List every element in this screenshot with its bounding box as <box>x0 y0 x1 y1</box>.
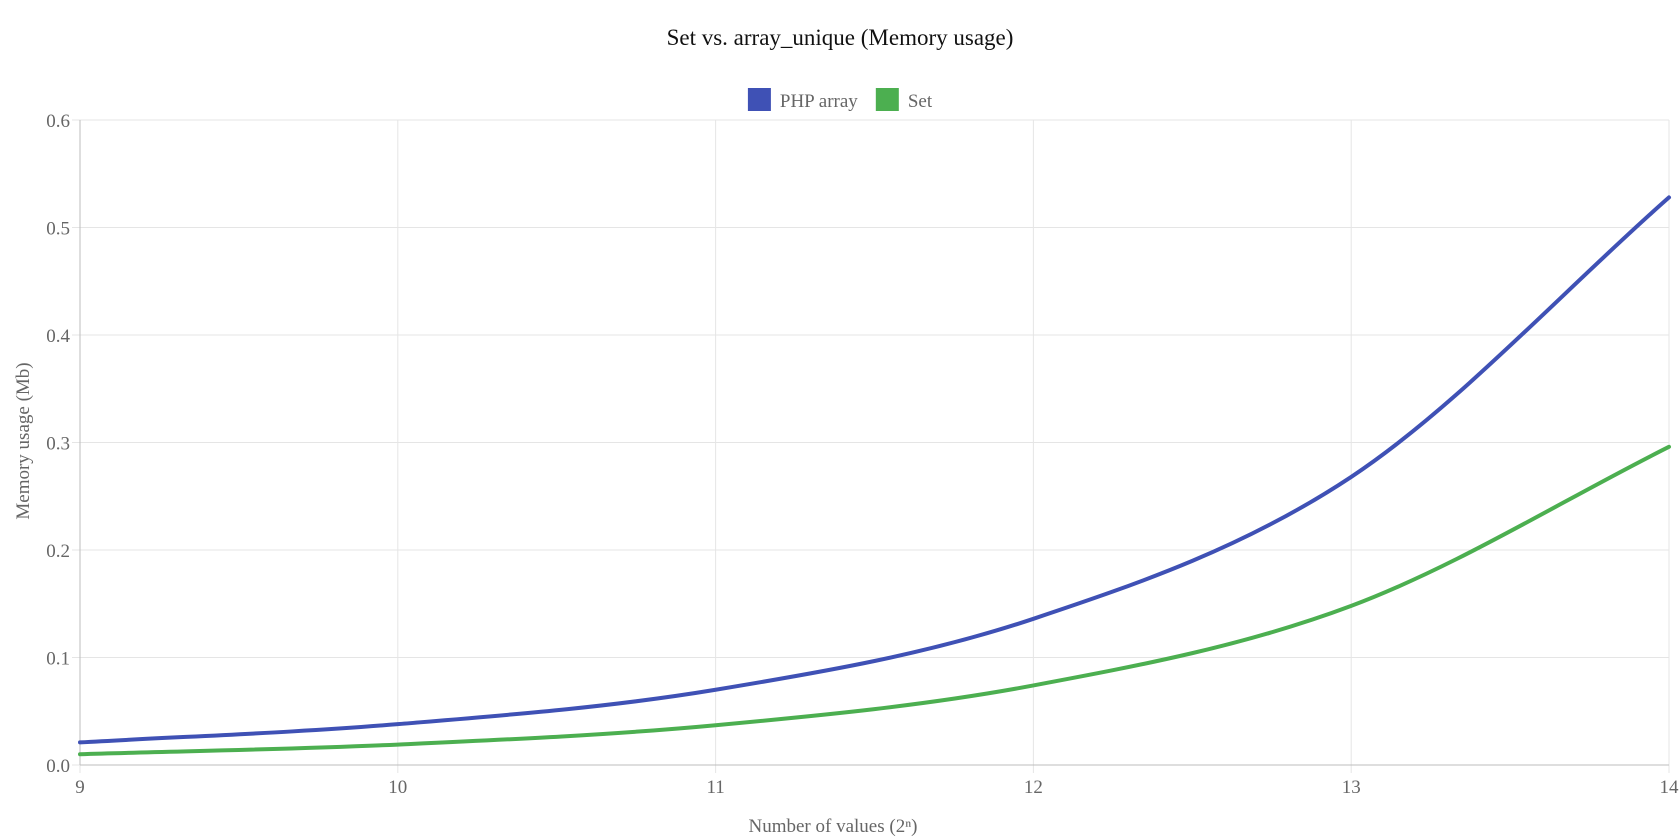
axes <box>79 120 1669 766</box>
legend-item-set[interactable]: Set <box>875 88 933 112</box>
legend-swatch <box>875 88 899 111</box>
legend[interactable]: PHP array Set <box>747 88 933 112</box>
grid-lines <box>72 119 1670 773</box>
x-tick-label: 14 <box>1660 777 1680 798</box>
x-tick-label: 11 <box>706 777 724 798</box>
x-axis-title: Number of values (2ⁿ) <box>748 816 917 837</box>
y-tick-label: 0.4 <box>46 326 70 347</box>
y-tick-label: 0.3 <box>46 434 70 455</box>
y-tick-label: 0.6 <box>46 111 70 132</box>
series-line-php-array <box>78 195 1671 745</box>
x-tick-label: 13 <box>1342 777 1361 798</box>
y-axis-title: Memory usage (Mb) <box>13 362 34 519</box>
series-line-set <box>78 444 1671 757</box>
x-tick-label: 10 <box>388 777 407 798</box>
legend-swatch <box>747 88 771 111</box>
y-tick-label: 0.1 <box>46 649 70 670</box>
x-tick-label: 9 <box>75 777 85 798</box>
y-tick-label: 0.5 <box>46 219 70 240</box>
x-tick-labels: 9 10 11 12 13 14 <box>75 777 1679 798</box>
y-tick-label: 0.0 <box>46 756 70 777</box>
legend-label: PHP array <box>780 91 858 112</box>
x-tick-label: 12 <box>1024 777 1043 798</box>
y-tick-labels: 0.0 0.1 0.2 0.3 0.4 0.5 0.6 <box>46 111 70 777</box>
y-tick-label: 0.2 <box>46 541 70 562</box>
chart-title: Set vs. array_unique (Memory usage) <box>667 25 1014 50</box>
legend-item-php-array[interactable]: PHP array <box>747 88 858 112</box>
series-lines <box>78 195 1671 757</box>
legend-label: Set <box>908 91 933 112</box>
